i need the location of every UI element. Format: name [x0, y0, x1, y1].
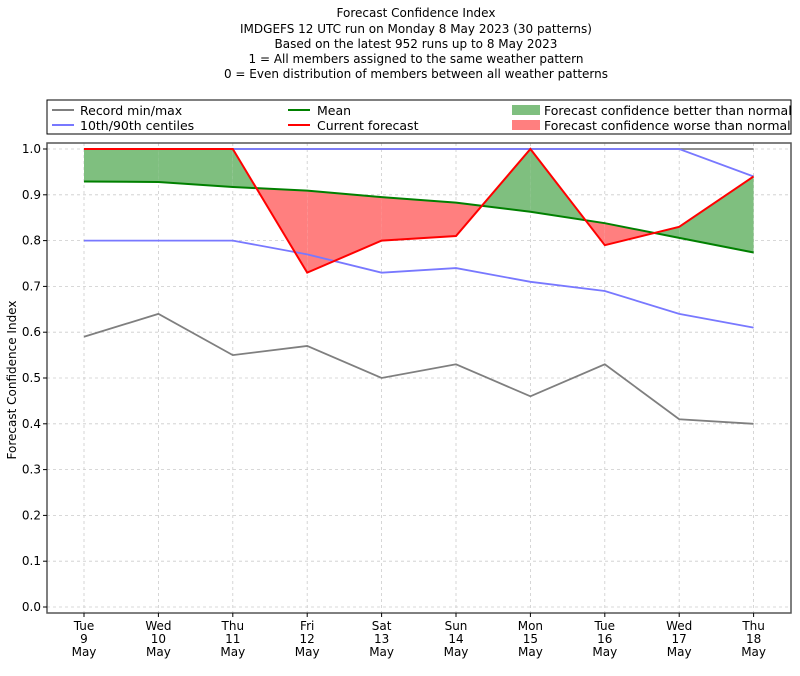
x-tick-label: 9: [80, 632, 88, 646]
legend-swatch-worse: [512, 120, 540, 130]
x-tick-label: 16: [597, 632, 612, 646]
legend-label-record: Record min/max: [80, 103, 182, 118]
x-tick-label: Fri: [300, 619, 314, 633]
fill-better-than-normal: [158, 149, 233, 188]
legend-item-centiles: 10th/90th centiles: [52, 118, 194, 133]
series-line-current: [84, 147, 755, 274]
x-tick-label: 10: [151, 632, 166, 646]
x-tick-label: May: [369, 645, 394, 659]
legend-swatch-better: [512, 105, 540, 115]
x-tick-label: Thu: [741, 619, 765, 633]
chart-title: Forecast Confidence Index: [337, 6, 496, 20]
x-tick-label: Tue: [73, 619, 95, 633]
x-tick-label: 18: [746, 632, 761, 646]
x-tick-label: Mon: [518, 619, 543, 633]
legend-label-mean: Mean: [317, 103, 351, 118]
fill-worse-than-normal: [381, 197, 456, 241]
chart-subtitle-line-2: Based on the latest 952 runs up to 8 May…: [275, 37, 558, 51]
y-tick-label: 0.5: [22, 371, 41, 385]
x-tick-label: May: [72, 645, 97, 659]
fill-better-than-normal: [654, 226, 680, 238]
y-axis-ticks: 0.0 0.1 0.2 0.3 0.4 0.5 0.6 0.7 0.8 0.9 1.0: [22, 142, 47, 614]
y-tick-label: 0.7: [22, 279, 41, 293]
y-axis-label: Forecast Confidence Index: [5, 301, 19, 460]
y-tick-label: 0.9: [22, 188, 41, 202]
x-tick-label: Sun: [445, 619, 468, 633]
x-tick-label: Sat: [372, 619, 392, 633]
legend-item-worse: Forecast confidence worse than normal: [512, 118, 791, 133]
x-tick-label: May: [220, 645, 245, 659]
series-lines: [83, 147, 755, 425]
y-tick-label: 0.4: [22, 417, 41, 431]
x-tick-label: 15: [523, 632, 538, 646]
x-tick-label: Wed: [666, 619, 692, 633]
y-tick-label: 1.0: [22, 142, 41, 156]
x-tick-label: May: [146, 645, 171, 659]
legend-label-worse: Forecast confidence worse than normal: [544, 118, 791, 133]
x-tick-label: 14: [448, 632, 463, 646]
y-tick-label: 0.0: [22, 600, 41, 614]
x-tick-label: Wed: [145, 619, 171, 633]
x-axis-ticks: Tue9MayWed10MayThu11MayFri12MaySat13MayS…: [72, 613, 766, 659]
confidence-fills: [84, 149, 754, 273]
legend: Record min/max 10th/90th centiles Mean C…: [46, 99, 792, 135]
legend-label-centiles: 10th/90th centiles: [80, 118, 194, 133]
chart-subtitle-line-4: 0 = Even distribution of members between…: [224, 67, 608, 81]
y-tick-label: 0.1: [22, 554, 41, 568]
chart-subtitle-line-3: 1 = All members assigned to the same wea…: [249, 52, 584, 66]
x-tick-label: May: [667, 645, 692, 659]
x-tick-label: May: [444, 645, 469, 659]
fill-better-than-normal: [84, 149, 159, 182]
x-tick-label: May: [741, 645, 766, 659]
x-tick-label: 13: [374, 632, 389, 646]
x-tick-label: May: [295, 645, 320, 659]
chart-subtitle-line-1: IMDGEFS 12 UTC run on Monday 8 May 2023 …: [240, 22, 592, 36]
legend-item-record: Record min/max: [52, 103, 182, 118]
x-tick-label: 11: [225, 632, 240, 646]
x-tick-label: 12: [300, 632, 315, 646]
x-tick-label: Tue: [594, 619, 616, 633]
y-tick-label: 0.3: [22, 463, 41, 477]
legend-item-better: Forecast confidence better than normal: [512, 103, 792, 118]
legend-item-mean: Mean: [288, 103, 351, 118]
x-tick-label: May: [592, 645, 617, 659]
fill-better-than-normal: [679, 176, 754, 253]
series-line-p10: [84, 239, 754, 329]
x-tick-label: Thu: [221, 619, 245, 633]
x-tick-label: May: [518, 645, 543, 659]
legend-frame: [46, 99, 792, 135]
fill-worse-than-normal: [307, 190, 382, 273]
legend-item-current: Current forecast: [288, 118, 419, 133]
chart-title-block: Forecast Confidence Index IMDGEFS 12 UTC…: [224, 6, 608, 81]
y-tick-label: 0.8: [22, 234, 41, 248]
y-tick-label: 0.6: [22, 325, 41, 339]
series-line-record-min: [83, 312, 754, 425]
y-tick-label: 0.2: [22, 508, 41, 522]
legend-label-current: Current forecast: [317, 118, 419, 133]
series-line-mean: [83, 180, 754, 254]
x-tick-label: 17: [672, 632, 687, 646]
legend-label-better: Forecast confidence better than normal: [544, 103, 792, 118]
fill-worse-than-normal: [604, 223, 655, 246]
